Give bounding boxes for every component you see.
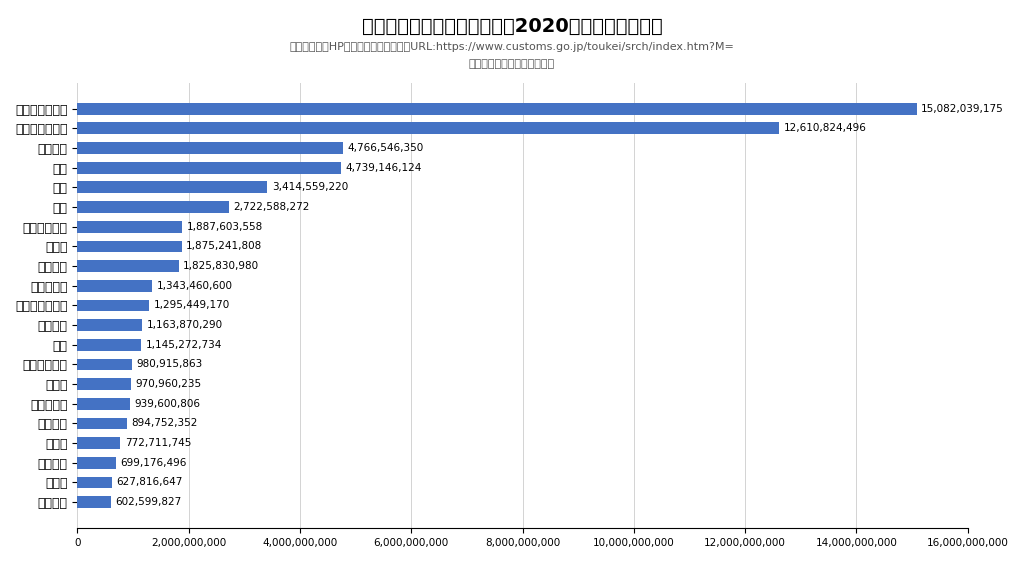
Bar <box>77 437 120 449</box>
Text: 1,875,241,808: 1,875,241,808 <box>186 242 262 252</box>
Bar <box>77 398 129 410</box>
Text: 4,739,146,124: 4,739,146,124 <box>345 163 422 173</box>
Text: 4,766,546,350: 4,766,546,350 <box>347 143 423 153</box>
Text: 2,722,588,272: 2,722,588,272 <box>233 202 309 212</box>
Text: 1,295,449,170: 1,295,449,170 <box>154 301 230 310</box>
Bar <box>77 162 341 173</box>
Text: 1,825,830,980: 1,825,830,980 <box>183 261 259 271</box>
Bar <box>77 221 182 233</box>
Text: 3,414,559,220: 3,414,559,220 <box>271 182 348 193</box>
Bar <box>77 457 116 468</box>
Text: 1,145,272,734: 1,145,272,734 <box>145 339 222 350</box>
Bar <box>77 319 142 331</box>
Text: 772,711,745: 772,711,745 <box>125 438 191 448</box>
Bar <box>77 123 779 135</box>
Text: 日本の国地域別輸出額順位（2020年：単位：千円）: 日本の国地域別輸出額順位（2020年：単位：千円） <box>361 17 663 36</box>
Text: 939,600,806: 939,600,806 <box>134 399 200 409</box>
Bar <box>77 142 343 154</box>
Text: 980,915,863: 980,915,863 <box>136 359 203 369</box>
Text: 699,176,496: 699,176,496 <box>121 458 187 468</box>
Text: 970,960,235: 970,960,235 <box>136 379 202 389</box>
Bar <box>77 260 179 272</box>
Text: 数値データを筆者がグラフ化: 数値データを筆者がグラフ化 <box>469 59 555 69</box>
Bar <box>77 103 916 115</box>
Text: 1,343,460,600: 1,343,460,600 <box>157 281 232 291</box>
Bar <box>77 240 181 252</box>
Bar <box>77 201 228 213</box>
Bar <box>77 280 152 292</box>
Text: 602,599,827: 602,599,827 <box>116 497 181 507</box>
Text: 894,752,352: 894,752,352 <box>131 418 198 428</box>
Text: 12,610,824,496: 12,610,824,496 <box>783 123 866 133</box>
Bar <box>77 300 150 311</box>
Text: 627,816,647: 627,816,647 <box>117 477 183 488</box>
Text: 1,887,603,558: 1,887,603,558 <box>186 222 263 232</box>
Bar <box>77 181 267 193</box>
Bar <box>77 418 127 430</box>
Bar <box>77 359 132 370</box>
Text: 出典：財務省HP貿易統計国別総額表：URL:https://www.customs.go.jp/toukei/srch/index.htm?M=: 出典：財務省HP貿易統計国別総額表：URL:https://www.custom… <box>290 42 734 52</box>
Bar <box>77 339 141 351</box>
Text: 1,163,870,290: 1,163,870,290 <box>146 320 222 330</box>
Text: 15,082,039,175: 15,082,039,175 <box>922 104 1004 114</box>
Bar <box>77 378 131 390</box>
Bar <box>77 476 113 488</box>
Bar <box>77 496 111 508</box>
